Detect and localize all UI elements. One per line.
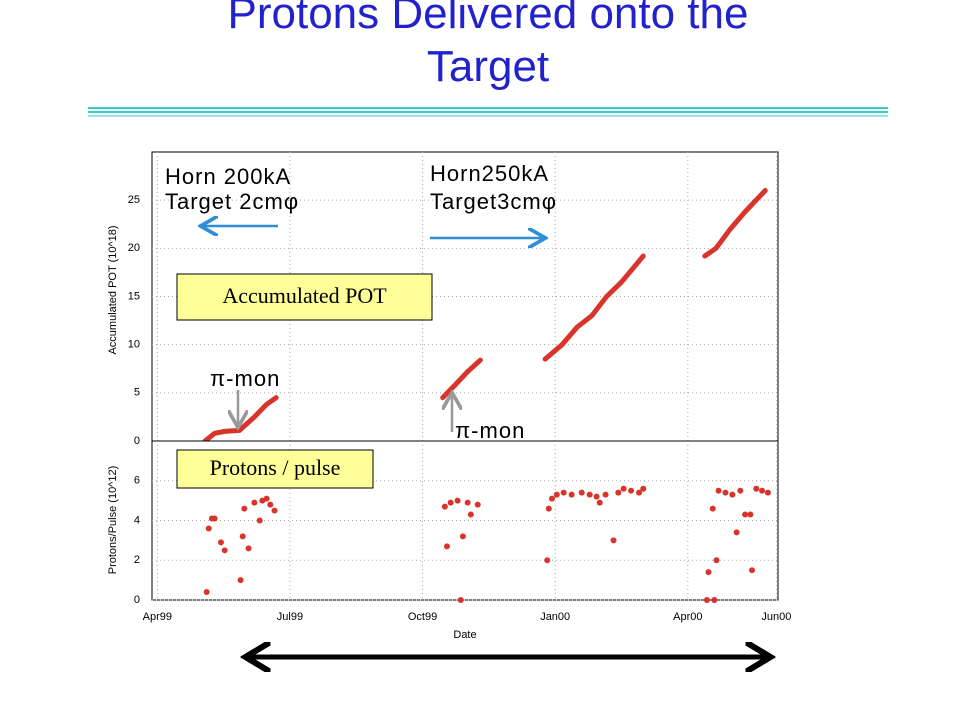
point: [764, 489, 771, 496]
x-tick-label: Oct99: [408, 611, 437, 623]
x-tick-label: Jul99: [277, 611, 303, 623]
point: [636, 489, 643, 496]
point: [709, 505, 716, 512]
y-axis-label: Accumulated POT (10^18): [107, 225, 119, 354]
point: [722, 489, 729, 496]
x-tick-label: Jan00: [540, 611, 570, 623]
annotation: Horn250kA: [430, 161, 549, 186]
point: [737, 487, 744, 494]
point: [703, 597, 710, 603]
point: [441, 503, 448, 510]
point: [205, 525, 212, 532]
y-tick-label: 0: [134, 594, 140, 606]
panel-label: Protons / pulse: [210, 455, 341, 480]
point: [602, 491, 609, 498]
y-tick-label: 6: [134, 475, 140, 487]
point: [245, 545, 252, 552]
point: [217, 539, 224, 546]
panel-label: Accumulated POT: [222, 283, 387, 308]
point: [237, 577, 244, 584]
point: [221, 547, 228, 554]
y-tick-label: 25: [128, 194, 140, 206]
point: [742, 511, 749, 518]
point: [711, 597, 718, 603]
point: [610, 537, 617, 544]
point: [749, 567, 756, 574]
point: [593, 493, 600, 500]
point: [474, 501, 481, 508]
slide-title: Protons Delivered onto the Target: [227, 0, 749, 91]
y-tick-label: 20: [128, 242, 140, 254]
point: [640, 485, 647, 492]
y-tick-label: 2: [134, 554, 140, 566]
y-tick-label: 10: [128, 339, 140, 351]
y-tick-label: 0: [134, 435, 140, 447]
point: [759, 487, 766, 494]
point: [753, 485, 760, 492]
point: [459, 533, 466, 540]
series-line: [202, 188, 768, 444]
point: [267, 501, 274, 508]
annotation: π-mon: [455, 418, 525, 443]
annotation: Target3cmφ: [430, 189, 557, 214]
point: [203, 589, 210, 596]
y-tick-label: 5: [134, 387, 140, 399]
point: [596, 499, 603, 506]
panel-label-box: [176, 273, 433, 321]
point: [239, 533, 246, 540]
point: [447, 499, 454, 506]
point: [560, 489, 567, 496]
point: [568, 491, 575, 498]
y-axis-label: Protons/Pulse (10^12): [107, 466, 119, 575]
point: [454, 497, 461, 504]
point: [241, 505, 248, 512]
x-axis-label: Date: [453, 629, 476, 641]
point: [467, 511, 474, 518]
point: [729, 491, 736, 498]
point: [263, 495, 270, 502]
annotation: Target 2cmφ: [165, 189, 299, 214]
annotation: π-mon: [210, 366, 280, 391]
x-tick-label: Apr00: [673, 611, 702, 623]
point: [578, 489, 585, 496]
point: [457, 597, 464, 603]
point: [544, 557, 551, 564]
point: [545, 505, 552, 512]
point: [715, 487, 722, 494]
y-tick-label: 15: [128, 290, 140, 302]
point: [713, 557, 720, 564]
point: [620, 485, 627, 492]
point: [586, 491, 593, 498]
point: [251, 499, 258, 506]
point: [443, 543, 450, 550]
point: [211, 515, 218, 522]
point: [256, 517, 263, 524]
x-tick-label: Apr99: [143, 611, 172, 623]
point: [733, 529, 740, 536]
point: [271, 507, 278, 514]
point: [705, 569, 712, 576]
annotation: Horn 200kA: [165, 164, 291, 189]
panel-label-box: [176, 449, 374, 489]
point: [628, 487, 635, 494]
point: [615, 489, 622, 496]
x-tick-label: Jun00: [761, 611, 791, 623]
point: [549, 495, 556, 502]
point: [553, 491, 560, 498]
point: [464, 499, 471, 506]
y-tick-label: 4: [134, 514, 140, 526]
point: [747, 511, 754, 518]
